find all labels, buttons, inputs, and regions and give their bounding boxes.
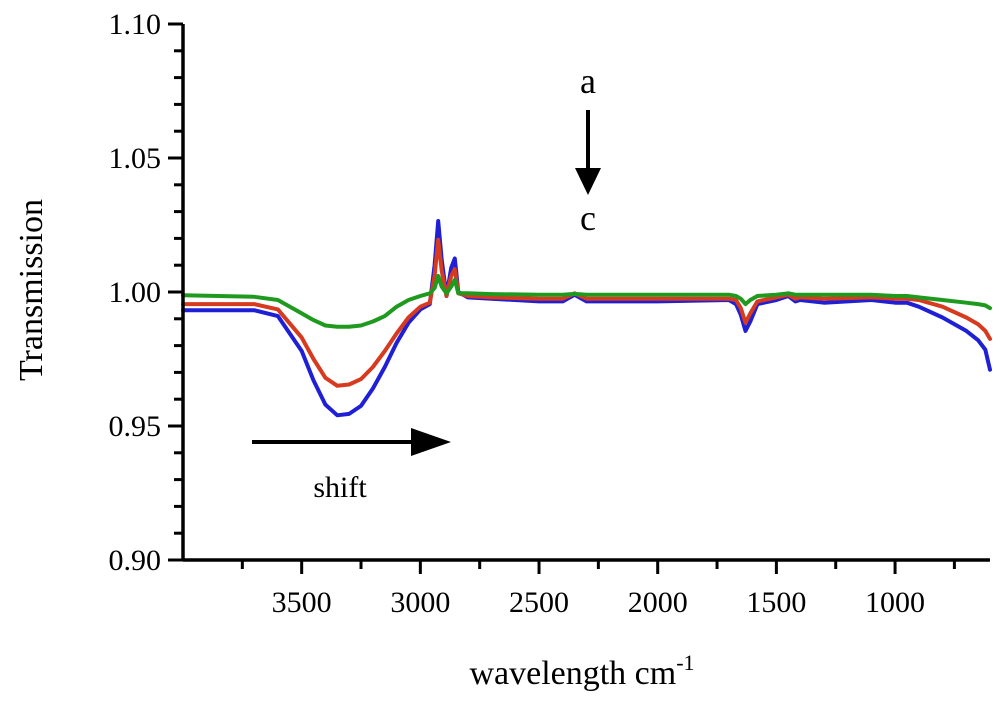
y-tick-label: 1.00 [109,276,162,309]
x-tick-label: 1500 [746,586,806,619]
annotation-letter-c: c [580,198,596,238]
x-tick-label: 3500 [272,586,332,619]
trend-arrow-head [575,168,601,195]
trend-annotation: a c [575,61,601,238]
series-line-2 [181,237,992,388]
annotation-letter-a: a [580,61,596,101]
shift-annotation: shift [252,428,451,504]
y-axis-title: Transmission [13,199,50,381]
x-axis-title: wavelength cm-1 [469,650,694,692]
x-axis-title-main: wavelength cm [469,655,676,692]
x-axis-title-superscript: -1 [676,650,694,675]
y-axis-ticks: 0.90 0.95 1.00 1.05 1.10 [109,8,183,577]
series-layer [181,219,992,418]
x-tick-label: 1000 [865,586,925,619]
shift-label: shift [313,471,367,504]
x-tick-label: 2500 [509,586,569,619]
y-tick-label: 0.90 [109,544,162,577]
x-tick-label: 3000 [390,586,450,619]
y-tick-label: 1.05 [109,142,162,175]
x-tick-label: 2000 [628,586,688,619]
y-tick-label: 0.95 [109,410,162,443]
series-line-1 [181,219,992,418]
series-line-3 [181,273,992,329]
x-axis-ticks: 3500 3000 2500 2000 1500 1000 [240,560,956,619]
y-tick-label: 1.10 [109,8,162,41]
shift-arrow-head [411,428,451,456]
